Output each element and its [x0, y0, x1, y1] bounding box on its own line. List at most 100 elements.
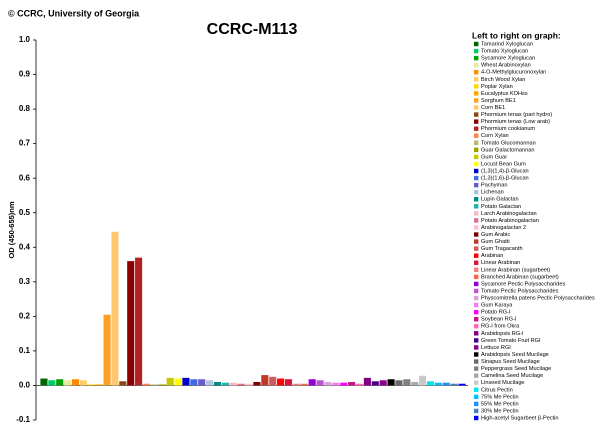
bar [426, 381, 435, 386]
bar [142, 383, 151, 386]
legend-swatch [474, 394, 479, 400]
legend-label: Gum Arabic [481, 232, 510, 238]
legend-swatch [474, 401, 479, 407]
bar [355, 383, 364, 386]
y-tick-label: -0.1 [16, 415, 30, 422]
legend-label: Phormium cookianum [481, 126, 535, 132]
bar [182, 377, 190, 386]
y-tick-label: 0.2 [19, 311, 31, 320]
legend-label: 75% Me Pectin [481, 394, 519, 400]
legend-label: 4-O-Methylglucuronoxylan [481, 70, 546, 76]
bar [340, 382, 348, 386]
bar [269, 376, 277, 386]
legend-label: Branched Arabinan (sugarbeet) [481, 274, 559, 280]
bar [71, 379, 80, 386]
legend-swatch [474, 197, 479, 202]
bar [229, 382, 237, 386]
bar [458, 383, 466, 386]
legend-label: High-acetyl Sugarbeet β-Pectin [481, 415, 559, 421]
y-tick-label: 1.0 [19, 35, 31, 44]
bar [166, 377, 174, 386]
legend-swatch [474, 218, 479, 223]
bar [95, 384, 103, 386]
legend-label: Tomato Pectic Polysaccharides [481, 288, 559, 294]
bar [213, 382, 222, 386]
legend-swatch [474, 274, 479, 280]
bar [56, 379, 64, 386]
legend-swatch [474, 338, 479, 343]
legend-label: Lupin Galactan [481, 197, 519, 203]
y-tick-label: 0.8 [19, 104, 31, 113]
legend-swatch [474, 317, 479, 322]
legend-swatch [474, 387, 479, 392]
legend-swatch [474, 288, 479, 294]
legend-swatch [474, 260, 479, 265]
y-tick-label: 0.1 [19, 346, 31, 355]
y-axis-label: OD (450-655)nm [7, 201, 16, 258]
y-tick-label: 0.0 [19, 381, 31, 390]
bar [363, 377, 371, 386]
legend-swatch [474, 119, 479, 124]
bar [221, 382, 229, 386]
legend-swatch [474, 112, 479, 117]
bar [292, 383, 300, 386]
legend-label: Sycamore Pectic Polysaccharides [481, 281, 565, 287]
legend-swatch [474, 211, 479, 216]
legend-label: Arabidopsis Seed Mucilage [481, 352, 549, 358]
legend-swatch [474, 359, 479, 364]
bar [198, 379, 206, 386]
legend-swatch [474, 324, 479, 329]
legend-swatch [474, 415, 479, 421]
legend-swatch [474, 204, 479, 209]
legend-label: Poplar Xylan [481, 84, 513, 90]
y-tick-label: 0.7 [19, 139, 31, 148]
legend-swatch [474, 309, 479, 315]
bar [87, 384, 95, 386]
legend-label: Linear Arabinan [481, 260, 520, 266]
legend-label: Tomato Xyloglucan [481, 49, 528, 55]
bar [387, 379, 395, 386]
legend-swatch [474, 281, 479, 287]
legend-swatch [474, 380, 479, 385]
legend-swatch [474, 239, 479, 244]
legend-label: Sinapus Seed Mucilage [481, 359, 540, 365]
legend-swatch [474, 41, 479, 47]
legend-label: Eucalyptus KOHss [481, 91, 528, 97]
bar [300, 383, 308, 386]
y-tick-label: 0.9 [19, 70, 31, 79]
bar [419, 375, 427, 386]
bar [316, 380, 324, 386]
bar [411, 382, 419, 386]
legend-label: Soybean RG-I [481, 317, 517, 323]
legend-label: Corn Xylan [481, 133, 509, 139]
legend-label: Arabidopsis RG-I [481, 331, 524, 337]
legend-label: Pachyman [481, 183, 507, 189]
bar [284, 379, 293, 386]
legend-label: Phormium tenax (Low arab) [481, 119, 550, 125]
bar [111, 231, 119, 386]
legend-label: Lichenan [481, 190, 504, 196]
legend-label: Linseed Mucilage [481, 380, 525, 386]
legend-swatch [474, 302, 479, 308]
legend-label: 55% Me Pectin [481, 401, 519, 407]
legend-swatch [474, 147, 479, 153]
legend-swatch [474, 48, 479, 54]
legend-swatch [474, 175, 479, 181]
legend-label: Sycamore Xyloglucan [481, 56, 535, 62]
bar [190, 379, 198, 386]
bar [135, 257, 143, 386]
bar [245, 383, 253, 386]
bar [119, 381, 127, 386]
bar [348, 382, 356, 386]
bar [40, 378, 48, 386]
legend-swatch [474, 168, 479, 174]
legend-label: Arabinogalactan 2 [481, 225, 526, 231]
legend-label: Gum Tragacanth [481, 246, 523, 252]
bar [253, 382, 261, 386]
bar [308, 379, 316, 386]
y-tick-label: 0.4 [19, 242, 31, 251]
legend-swatch [474, 225, 479, 230]
legend-label: 30% Me Pectin [481, 408, 519, 414]
bar [332, 382, 340, 386]
